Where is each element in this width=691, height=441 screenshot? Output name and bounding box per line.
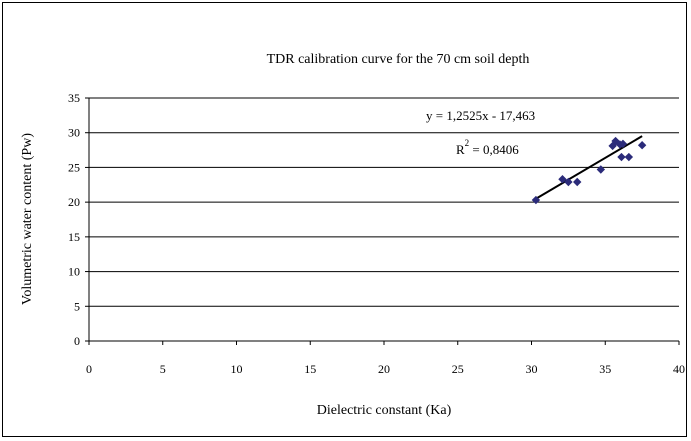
gridlines <box>89 97 679 307</box>
x-tick-label-20: 20 <box>378 362 390 376</box>
chart-frame <box>2 2 687 437</box>
x-tick-label-40: 40 <box>673 362 685 376</box>
r-squared-r: R <box>456 142 465 157</box>
trendline-segment <box>535 135 643 200</box>
data-point-3 <box>564 177 573 187</box>
x-tick-label-15: 15 <box>304 362 316 376</box>
trendline-equation: y = 1,2525x - 17,463 <box>426 108 535 123</box>
axes <box>85 97 680 345</box>
y-tick-label-25: 25 <box>68 160 80 174</box>
data-point-5 <box>596 165 606 174</box>
y-tick-label-0: 0 <box>74 334 80 348</box>
r-squared-value: = 0,8406 <box>469 142 519 157</box>
data-point-4 <box>573 177 582 187</box>
data-point-2 <box>558 175 567 184</box>
y-tick-label-10: 10 <box>68 265 80 279</box>
y-tick-label-15: 15 <box>68 230 80 244</box>
y-tick-label-30: 30 <box>68 126 80 140</box>
y-tick-label-20: 20 <box>68 195 80 209</box>
x-tick-label-35: 35 <box>599 362 611 376</box>
y-tick-label-35: 35 <box>68 91 80 105</box>
x-tick-label-5: 5 <box>160 362 166 376</box>
x-tick-labels: 0 5 10 15 20 25 30 35 40 <box>86 362 685 376</box>
x-axis-label: Dielectric constant (Ka) <box>317 403 452 418</box>
data-point-9 <box>617 152 626 162</box>
x-tick-label-10: 10 <box>231 362 243 376</box>
y-tick-label-5: 5 <box>74 299 80 313</box>
chart-title: TDR calibration curve for the 70 cm soil… <box>267 52 530 67</box>
y-tick-labels: 0 5 10 15 20 25 30 35 <box>68 91 80 348</box>
x-tick-label-25: 25 <box>452 362 464 376</box>
data-point-11 <box>624 152 634 162</box>
r-squared-label: R2 = 0,8406 <box>456 138 519 157</box>
x-tick-label-30: 30 <box>526 362 538 376</box>
y-axis-label: Volumetric water content (Pw) <box>20 133 35 305</box>
data-point-10 <box>618 139 628 149</box>
x-tick-label-0: 0 <box>86 362 92 376</box>
data-points <box>531 136 647 205</box>
trendline <box>535 135 643 200</box>
data-point-12 <box>637 141 647 150</box>
data-point-1 <box>531 195 541 205</box>
r-squared-sup: 2 <box>465 138 470 148</box>
data-point-7 <box>611 136 620 146</box>
